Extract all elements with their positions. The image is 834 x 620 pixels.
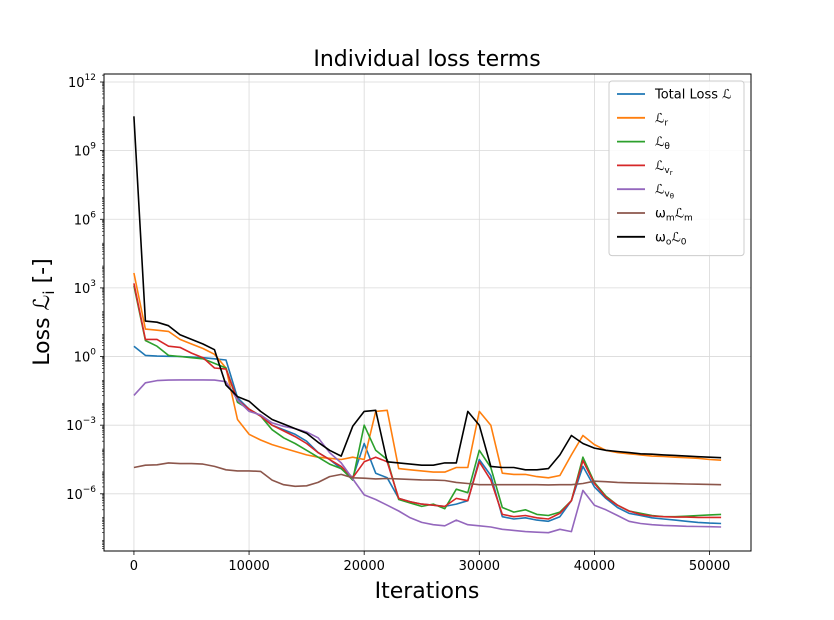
series-line (133, 283, 722, 520)
legend-label: ωoℒ0 (655, 230, 687, 247)
x-axis-label: Iterations (375, 579, 480, 604)
legend-label: ℒvθ (655, 183, 674, 201)
y-tick-label: 100 (74, 348, 97, 366)
y-tick-label: 10−6 (66, 485, 96, 503)
x-axis-ticks: 0 10000 20000 30000 40000 50000 (130, 551, 730, 574)
series-line (133, 272, 722, 479)
y-axis-label-unit: [-] (30, 258, 55, 290)
y-tick-label: 106 (74, 210, 97, 228)
y-axis-label-main: Loss ℒ (30, 295, 55, 366)
y-axis-label-subscript: i (40, 290, 58, 294)
x-tick-label: 20000 (344, 559, 385, 574)
legend-label: ℒr (655, 111, 668, 128)
legend-box (608, 80, 745, 257)
x-tick-label: 30000 (459, 559, 500, 574)
y-tick-label: 109 (74, 142, 97, 160)
x-tick-label: 50000 (689, 559, 730, 574)
x-tick-label: 10000 (228, 559, 269, 574)
series-line (133, 379, 722, 534)
chart-title: Individual loss terms (313, 47, 540, 72)
x-tick-label: 40000 (574, 559, 615, 574)
plot-frame (103, 73, 752, 552)
series-line (133, 285, 722, 518)
series-lines (133, 116, 722, 534)
legend-label: Total Loss ℒ (654, 88, 732, 103)
legend-label: ℒθ (655, 135, 670, 152)
series-line (133, 462, 722, 488)
legend-label: ℒvr (655, 159, 673, 177)
y-axis-ticks: 10−6 10−3 100 103 106 109 1012 (66, 73, 104, 549)
legend-label: ωmℒm (655, 207, 693, 224)
y-tick-label: 1012 (68, 73, 96, 91)
y-tick-label: 103 (74, 279, 96, 297)
series-line (133, 116, 722, 471)
x-tick-label: 0 (130, 559, 138, 574)
y-axis-label: Loss ℒi [-] (30, 258, 58, 365)
legend: Total Loss ℒ ℒr ℒθ ℒvr ℒvθ ωmℒm ωoℒ0 (608, 80, 745, 257)
y-tick-label: 10−3 (66, 416, 96, 434)
